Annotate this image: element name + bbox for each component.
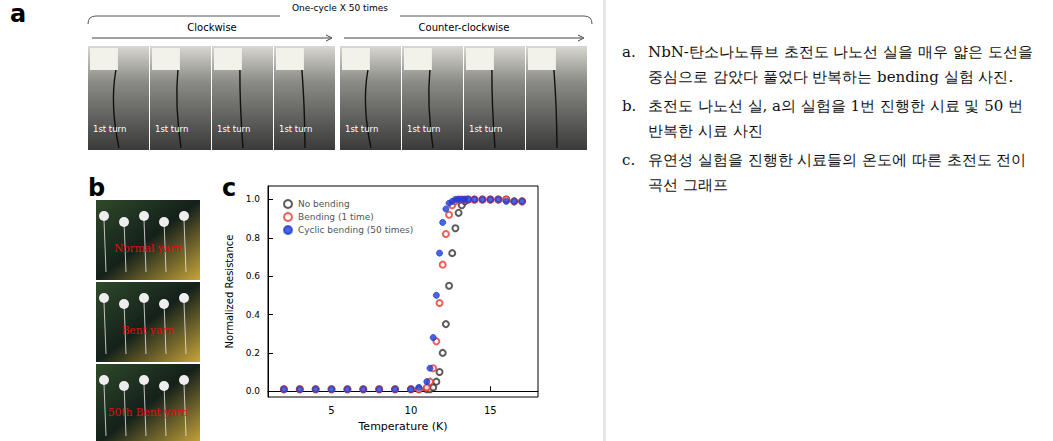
svg-text:10: 10: [405, 405, 418, 416]
svg-text:0.4: 0.4: [246, 310, 261, 320]
svg-text:Cyclic bending (50 times): Cyclic bending (50 times): [298, 225, 413, 235]
svg-text:1.0: 1.0: [246, 194, 261, 204]
svg-text:Normal yarn: Normal yarn: [114, 242, 182, 254]
svg-text:1st turn: 1st turn: [279, 124, 312, 134]
svg-text:1st turn: 1st turn: [345, 124, 378, 134]
svg-text:0.0: 0.0: [246, 386, 261, 396]
svg-text:0.2: 0.2: [246, 348, 260, 358]
svg-text:Counter-clockwise: Counter-clockwise: [419, 22, 510, 33]
svg-text:15: 15: [484, 405, 497, 416]
svg-text:0.8: 0.8: [246, 233, 261, 243]
svg-text:Temperature (K): Temperature (K): [358, 420, 448, 433]
html-text:b.: b.: [622, 97, 637, 115]
svg-text:1st turn: 1st turn: [407, 124, 440, 134]
svg-text:Bending (1 time): Bending (1 time): [298, 212, 374, 222]
svg-text:1st turn: 1st turn: [93, 124, 126, 134]
svg-text:1st turn: 1st turn: [217, 124, 250, 134]
svg-text:Normalized Resistance: Normalized Resistance: [224, 235, 235, 349]
html-text:초전도 나노선 실, a의 실험을 1번 진행한 시료 및: 초전도 나노선 실, a의 실험을 1번 진행한 시료 및 50 번 반복한 시…: [648, 97, 1023, 140]
svg-text:1st turn: 1st turn: [155, 124, 188, 134]
svg-text:50th Bent yarn: 50th Bent yarn: [108, 406, 188, 418]
svg-text:No bending: No bending: [298, 199, 350, 209]
html-text:a.: a.: [622, 43, 636, 61]
svg-text:a: a: [10, 0, 26, 28]
svg-text:One-cycle X 50 times: One-cycle X 50 times: [292, 3, 388, 13]
svg-text:0.6: 0.6: [246, 271, 261, 281]
svg-text:1st turn: 1st turn: [469, 124, 502, 134]
html-text:유연성 실험을 진행한 시료들의 온도에 따른 초전도 전이: 유연성 실험을 진행한 시료들의 온도에 따른 초전도 전이 곡선 그래프: [648, 151, 1027, 194]
html-text:c.: c.: [622, 151, 636, 169]
svg-text:Bent yarn: Bent yarn: [122, 324, 174, 336]
svg-text:Clockwise: Clockwise: [187, 22, 237, 33]
svg-text:5: 5: [328, 405, 334, 416]
html-text:NbN-탄소나노튜브 초전도 나노선 실을 매우 얇은 도선: NbN-탄소나노튜브 초전도 나노선 실을 매우 얇은 도선을 중심으로 감았다…: [648, 43, 1033, 86]
svg-text:b: b: [88, 174, 105, 202]
svg-text:c: c: [222, 174, 236, 202]
